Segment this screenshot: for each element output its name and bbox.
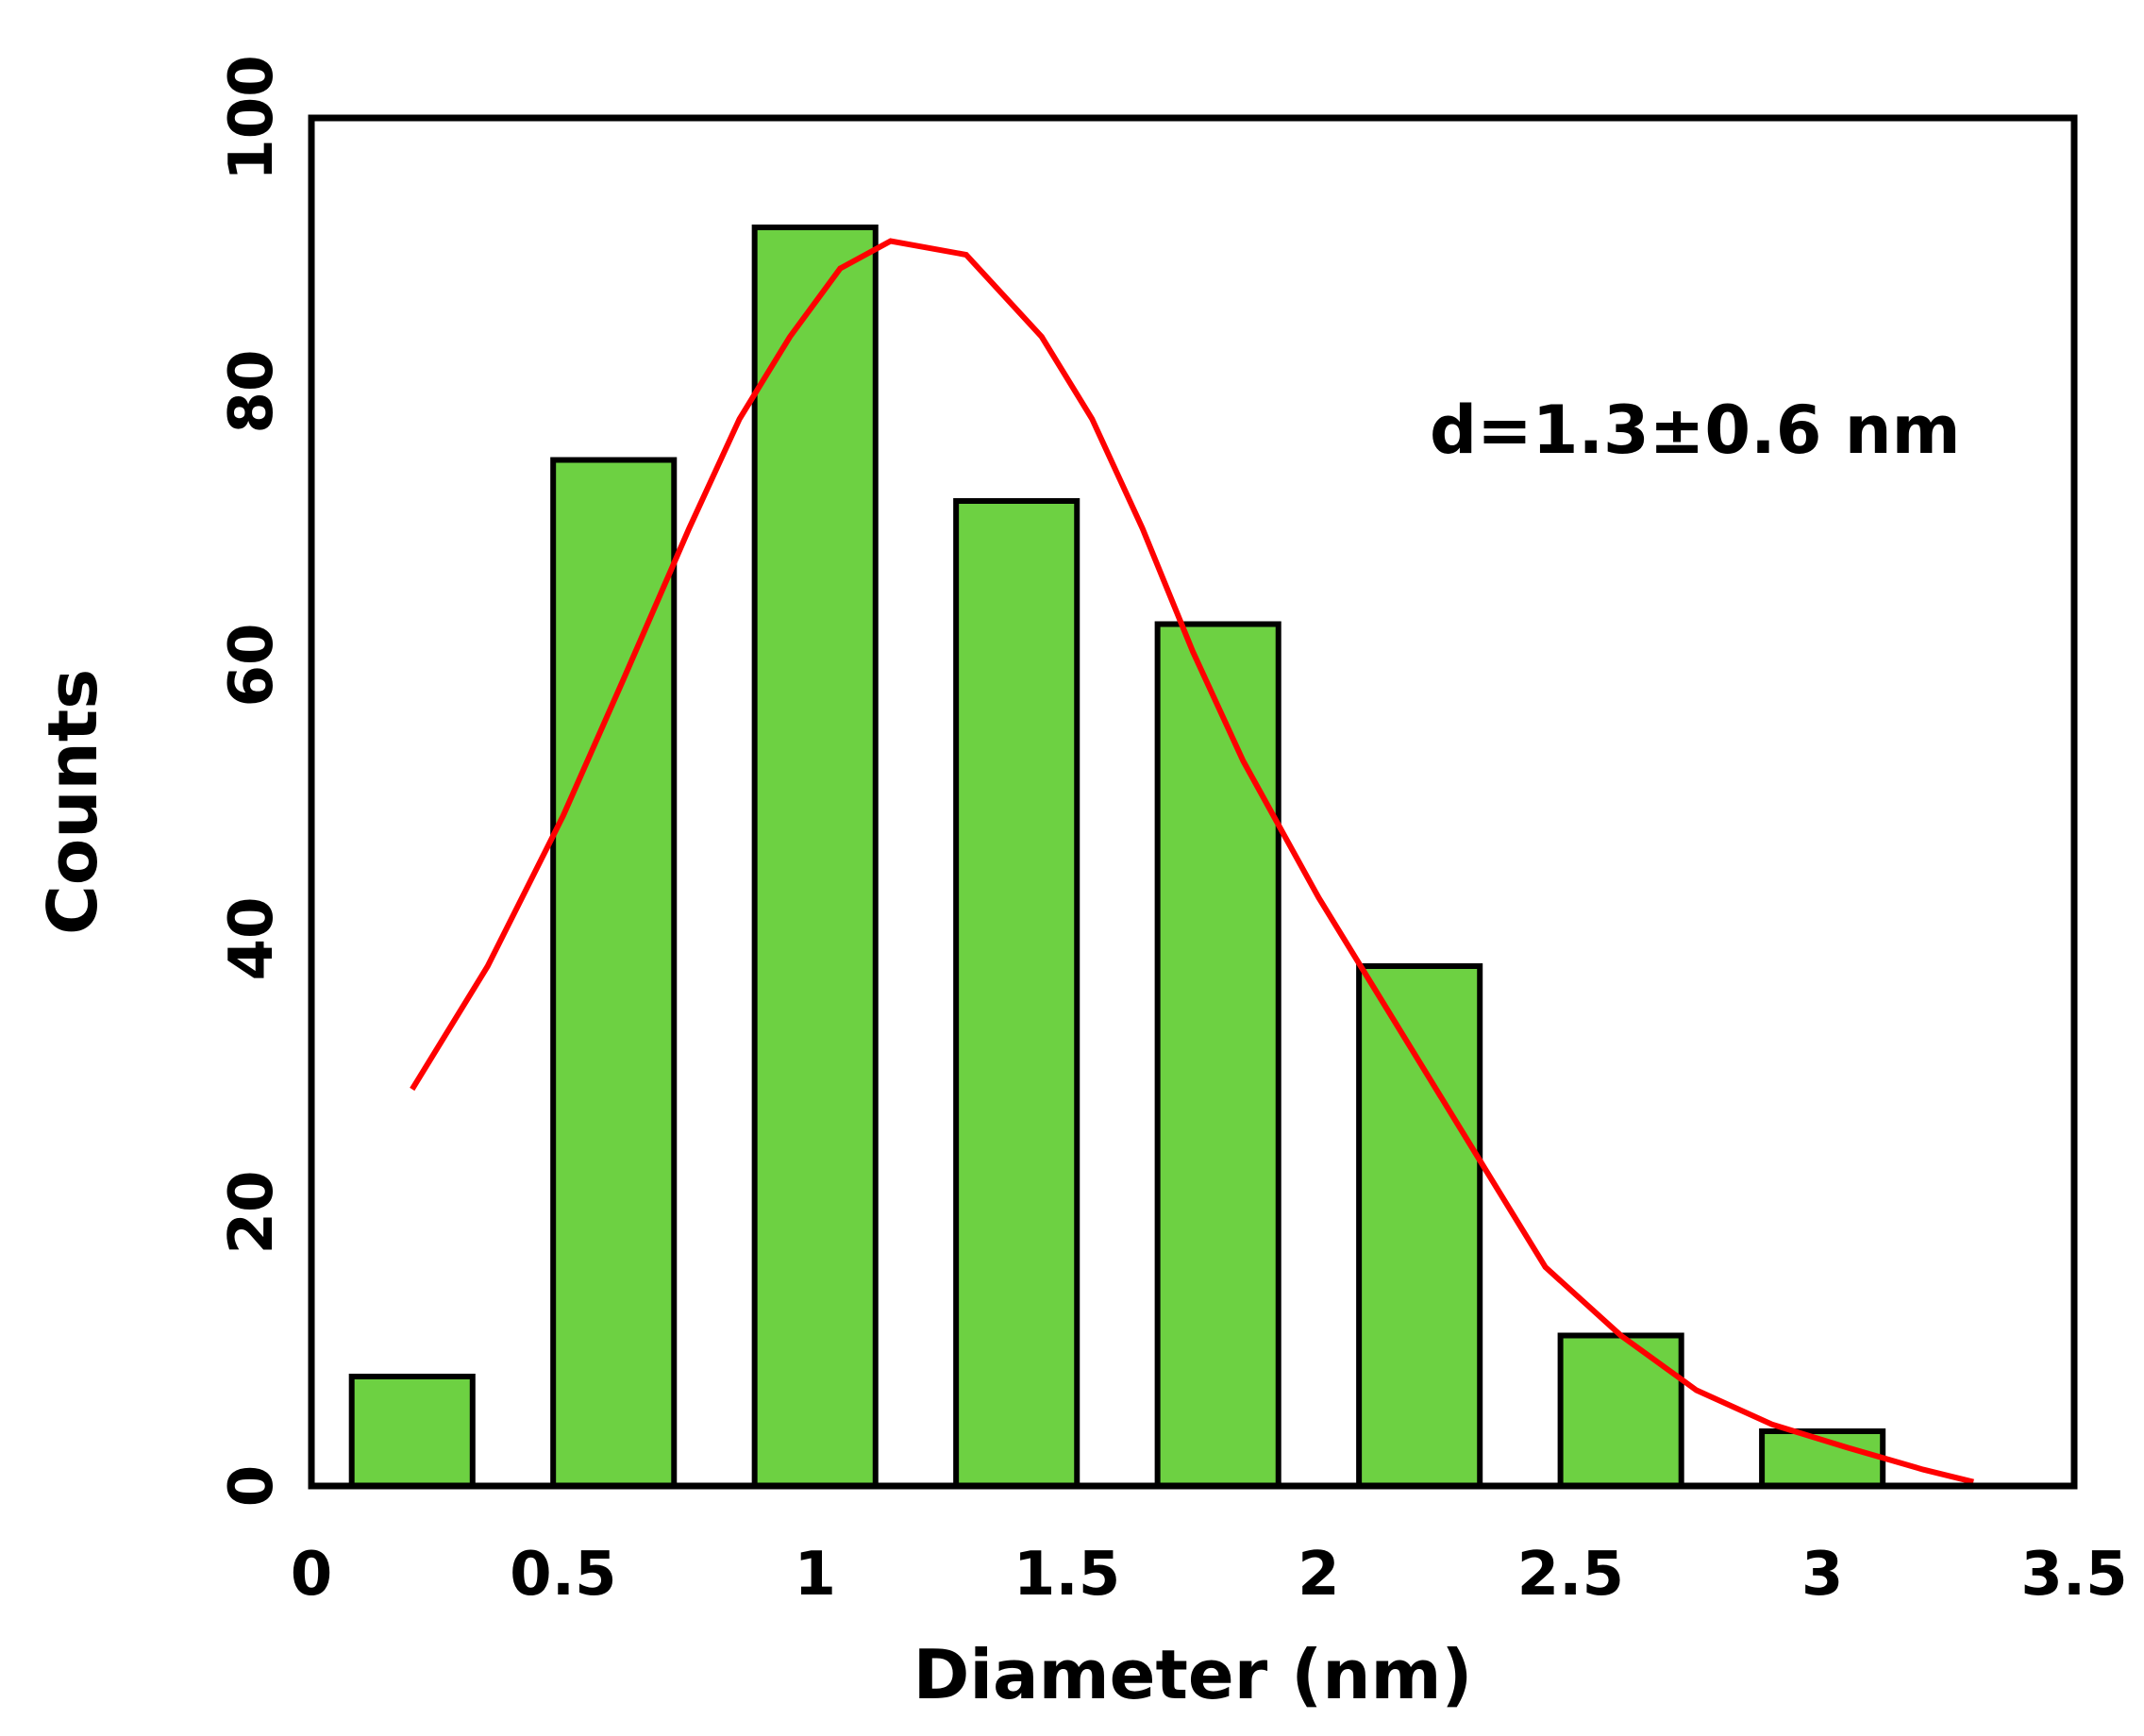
y-tick-label-4: 80	[217, 349, 287, 433]
x-tick-label-2: 1	[794, 1540, 836, 1610]
y-tick-label-2: 40	[217, 896, 287, 980]
histogram-bar-3	[953, 498, 1080, 1489]
x-tick-label-7: 3.5	[2020, 1540, 2127, 1610]
x-tick-labels: 0 0.5 1 1.5 2 2.5 3 3.5	[291, 1540, 2128, 1610]
histogram-bar-2	[751, 225, 879, 1489]
fit-curve	[410, 238, 1974, 1485]
y-tick-label-0: 0	[217, 1465, 287, 1508]
bars-group	[348, 225, 1886, 1489]
y-axis-title: Counts	[33, 669, 112, 935]
y-tick-label-3: 60	[217, 623, 287, 707]
histogram-bar-5	[1356, 963, 1483, 1489]
histogram-bar-6	[1557, 1332, 1684, 1489]
x-axis-title: Diameter (nm)	[913, 1635, 1473, 1714]
x-tick-label-4: 2	[1298, 1540, 1340, 1610]
x-tick-label-6: 3	[1801, 1540, 1844, 1610]
y-tick-label-5: 100	[217, 55, 287, 181]
x-tick-label-5: 2.5	[1517, 1540, 1624, 1610]
diameter-annotation: d=1.3±0.6 nm	[1430, 392, 1961, 469]
y-tick-label-1: 20	[217, 1170, 287, 1254]
x-tick-label-3: 1.5	[1013, 1540, 1120, 1610]
y-tick-labels: 0 20 40 60 80 100	[217, 55, 287, 1507]
histogram-bar-0	[348, 1374, 476, 1489]
x-tick-label-1: 0.5	[510, 1540, 616, 1610]
histogram-bar-1	[550, 457, 678, 1489]
x-tick-label-0: 0	[291, 1540, 333, 1610]
plot-frame	[308, 114, 2078, 1490]
histogram-bar-4	[1154, 621, 1281, 1489]
